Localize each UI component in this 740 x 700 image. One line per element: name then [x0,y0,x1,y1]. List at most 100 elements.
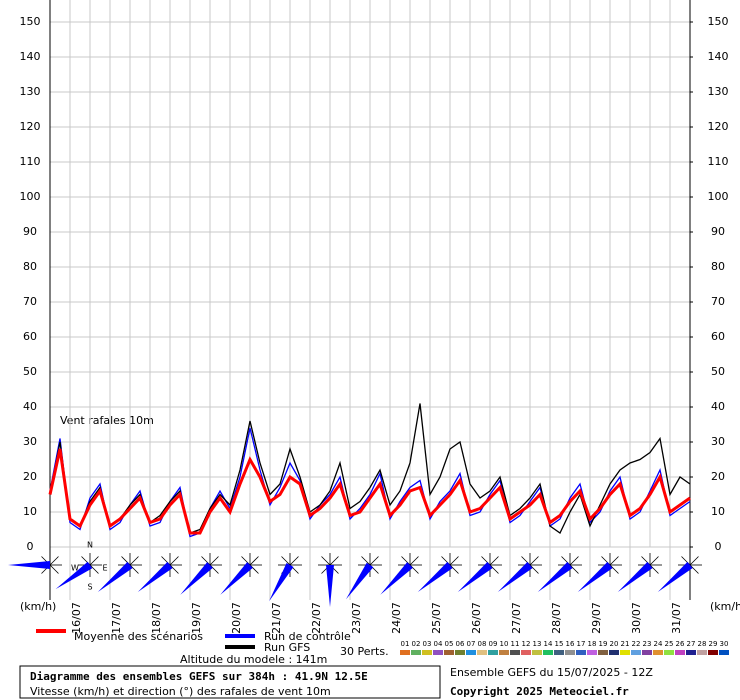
pert-swatch [642,650,652,655]
y2-tick-label: 10 [711,505,725,518]
y-tick-label: 90 [23,225,37,238]
pert-label: 03 [423,640,432,648]
pert-label: 05 [445,640,454,648]
pert-label: 04 [434,640,443,648]
y2-tick-label: 110 [708,155,729,168]
rose-spoke [89,564,99,574]
pert-swatch [565,650,575,655]
rose-wedge [326,565,334,607]
x-tick-label: 25/07 [430,602,443,634]
rose-spoke [609,564,619,574]
rose-spoke [49,564,59,574]
rose-wedge [617,561,653,592]
compass-label: E [102,564,107,573]
pert-label: 22 [632,640,641,648]
pert-swatch [444,650,454,655]
pert-label: 20 [610,640,619,648]
rose-spoke [369,556,379,566]
pert-swatch [400,650,410,655]
rose-wedge [537,561,573,592]
info-box [19,665,441,699]
pert-swatch [620,650,630,655]
rose-spoke [169,556,179,566]
rose-spoke [209,556,219,566]
pert-label: 08 [478,640,487,648]
rose-wedge [55,561,93,590]
pert-label: 06 [456,640,465,648]
x-tick-label: 22/07 [310,602,323,634]
rose-spoke [209,564,219,574]
y-tick-label: 10 [23,505,37,518]
x-tick-label: 28/07 [550,602,563,634]
rose-spoke [49,556,59,566]
rose-spoke [321,556,331,566]
rose-wedge [345,562,374,600]
altitude: Altitude du modele : 141m [180,653,327,666]
pert-label: 18 [588,640,597,648]
y2-tick-label: 100 [708,190,729,203]
pert-swatch [686,650,696,655]
y2-tick-label: 80 [711,260,725,273]
pert-label: 25 [665,640,674,648]
y-tick-label: 30 [23,435,37,448]
y2-tick-label: 20 [711,470,725,483]
x-tick-label: 20/07 [230,602,243,634]
x-tick-label: 24/07 [390,602,403,634]
y-tick-label: 80 [23,260,37,273]
y-tick-label: 130 [20,85,41,98]
rose-spoke [569,564,579,574]
x-tick-label: 27/07 [510,602,523,634]
copyright: Copyright 2025 Meteociel.fr [450,685,629,698]
y-tick-label: 70 [23,295,37,308]
pert-label: 19 [599,640,608,648]
x-tick-label: 17/07 [110,602,123,634]
pert-swatch [708,650,718,655]
pert-label: 21 [621,640,630,648]
rose-spoke [329,556,339,566]
y-tick-label: 100 [20,190,41,203]
x-tick-label: 29/07 [590,602,603,634]
pert-label: 11 [511,640,520,648]
pert-label: 14 [544,640,553,648]
box-title: Diagramme des ensembles GEFS sur 384h : … [30,670,368,683]
y-unit: (km/h) [20,600,56,613]
y2-tick-label: 0 [715,540,722,553]
legend-label: Run de contrôle [264,630,351,643]
y-tick-label: 140 [20,50,41,63]
compass-label: N [87,541,93,550]
rose-spoke [449,556,459,566]
y-tick-label: 40 [23,400,37,413]
annotation: Vent rafales 10m [60,414,154,427]
rose-wedge [497,561,533,592]
x-tick-label: 23/07 [350,602,363,634]
rose-spoke [489,556,499,566]
legend-label: Moyenne des scénarios [74,630,203,643]
pert-swatch [554,650,564,655]
pert-swatch [422,650,432,655]
pert-swatch [587,650,597,655]
pert-swatch [532,650,542,655]
rose-wedge [97,561,133,592]
rose-wedge [417,561,453,592]
pert-swatch [510,650,520,655]
y2-unit: (km/h) [710,600,740,613]
pert-swatch [466,650,476,655]
x-tick-label: 19/07 [190,602,203,634]
rose-spoke [449,564,459,574]
y2-tick-label: 70 [711,295,725,308]
rose-spoke [489,564,499,574]
rose-spoke [409,564,419,574]
pert-label: 15 [555,640,564,648]
rose-spoke [529,556,539,566]
y2-tick-label: 30 [711,435,725,448]
series-line [48,448,691,535]
rose-spoke [129,556,139,566]
perts-label: 30 Perts. [340,645,389,658]
rose-spoke [289,556,299,566]
y-tick-label: 60 [23,330,37,343]
y2-tick-label: 50 [711,365,725,378]
pert-swatch [664,650,674,655]
pert-label: 24 [654,640,663,648]
rose-spoke [649,556,659,566]
